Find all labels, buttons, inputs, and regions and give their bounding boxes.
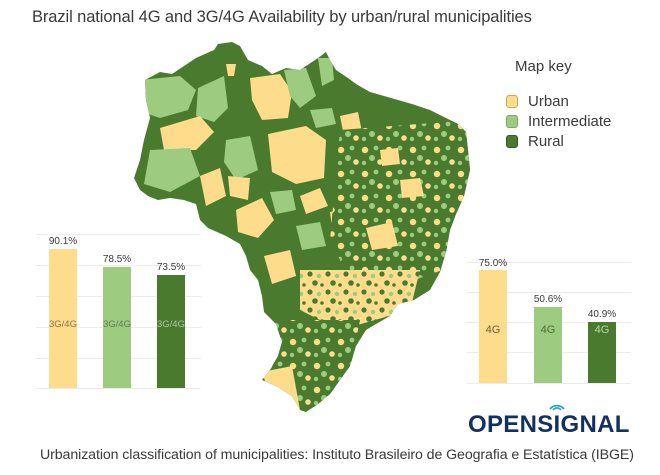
- value-label-urban-4g: 75.0%: [478, 258, 508, 269]
- chart-4g: 75.0% 4G 50.6% 4G 40.9% 4G: [466, 258, 636, 388]
- legend-title: Map key: [515, 58, 572, 75]
- bar-text-urban: 3G/4G: [49, 319, 77, 330]
- bar-text-rural-4g: 4G: [594, 324, 610, 336]
- urban-swatch: [506, 94, 518, 108]
- value-label-urban: 90.1%: [48, 236, 78, 247]
- legend-item-urban: Urban: [506, 91, 611, 111]
- baseline: [36, 388, 201, 389]
- legend-label-rural: Rural: [528, 132, 564, 150]
- chart-3g4g: 90.1% 3G/4G 78.5% 3G/4G 73.5% 3G/4G: [36, 230, 201, 392]
- gridline: [466, 292, 631, 293]
- bar-intermediate-4g: 4G: [534, 307, 562, 383]
- bar-text-rural: 3G/4G: [157, 319, 185, 330]
- legend-label-intermediate: Intermediate: [528, 112, 612, 130]
- baseline: [466, 383, 631, 384]
- logo-text-i: I: [553, 411, 561, 438]
- value-label-intermediate-4g: 50.6%: [533, 294, 563, 305]
- bar-rural-4g: 4G: [588, 322, 616, 383]
- legend-item-intermediate: Intermediate: [506, 111, 611, 131]
- map-legend: Map key Urban Intermediate Rural: [506, 58, 611, 151]
- legend-item-rural: Rural: [506, 131, 611, 151]
- logo-text-part2: GNAL: [560, 411, 630, 438]
- logo-text-part1: OPENS: [468, 411, 554, 438]
- legend-label-urban: Urban: [528, 92, 569, 110]
- bar-text-urban-4g: 4G: [485, 324, 501, 336]
- value-label-rural: 73.5%: [156, 262, 186, 273]
- bar-rural: 3G/4G: [157, 275, 185, 388]
- bar-urban-4g: 4G: [479, 270, 507, 383]
- source-footer: Urbanization classification of municipal…: [40, 447, 634, 463]
- gridline: [466, 262, 631, 263]
- bar-text-intermediate: 3G/4G: [103, 319, 131, 330]
- value-label-intermediate: 78.5%: [102, 254, 132, 265]
- gridline: [36, 234, 201, 235]
- opensignal-logo: OPENS IGNAL: [468, 404, 630, 439]
- chart-title: Brazil national 4G and 3G/4G Availabilit…: [32, 8, 532, 26]
- bar-urban: 3G/4G: [49, 249, 77, 388]
- intermediate-swatch: [506, 114, 518, 128]
- signal-icon: [549, 404, 565, 411]
- bar-text-intermediate-4g: 4G: [540, 324, 556, 336]
- gridline: [36, 265, 201, 266]
- bar-intermediate: 3G/4G: [103, 267, 131, 388]
- rural-swatch: [506, 134, 518, 148]
- logo-i: I: [549, 404, 565, 439]
- value-label-rural-4g: 40.9%: [587, 309, 617, 320]
